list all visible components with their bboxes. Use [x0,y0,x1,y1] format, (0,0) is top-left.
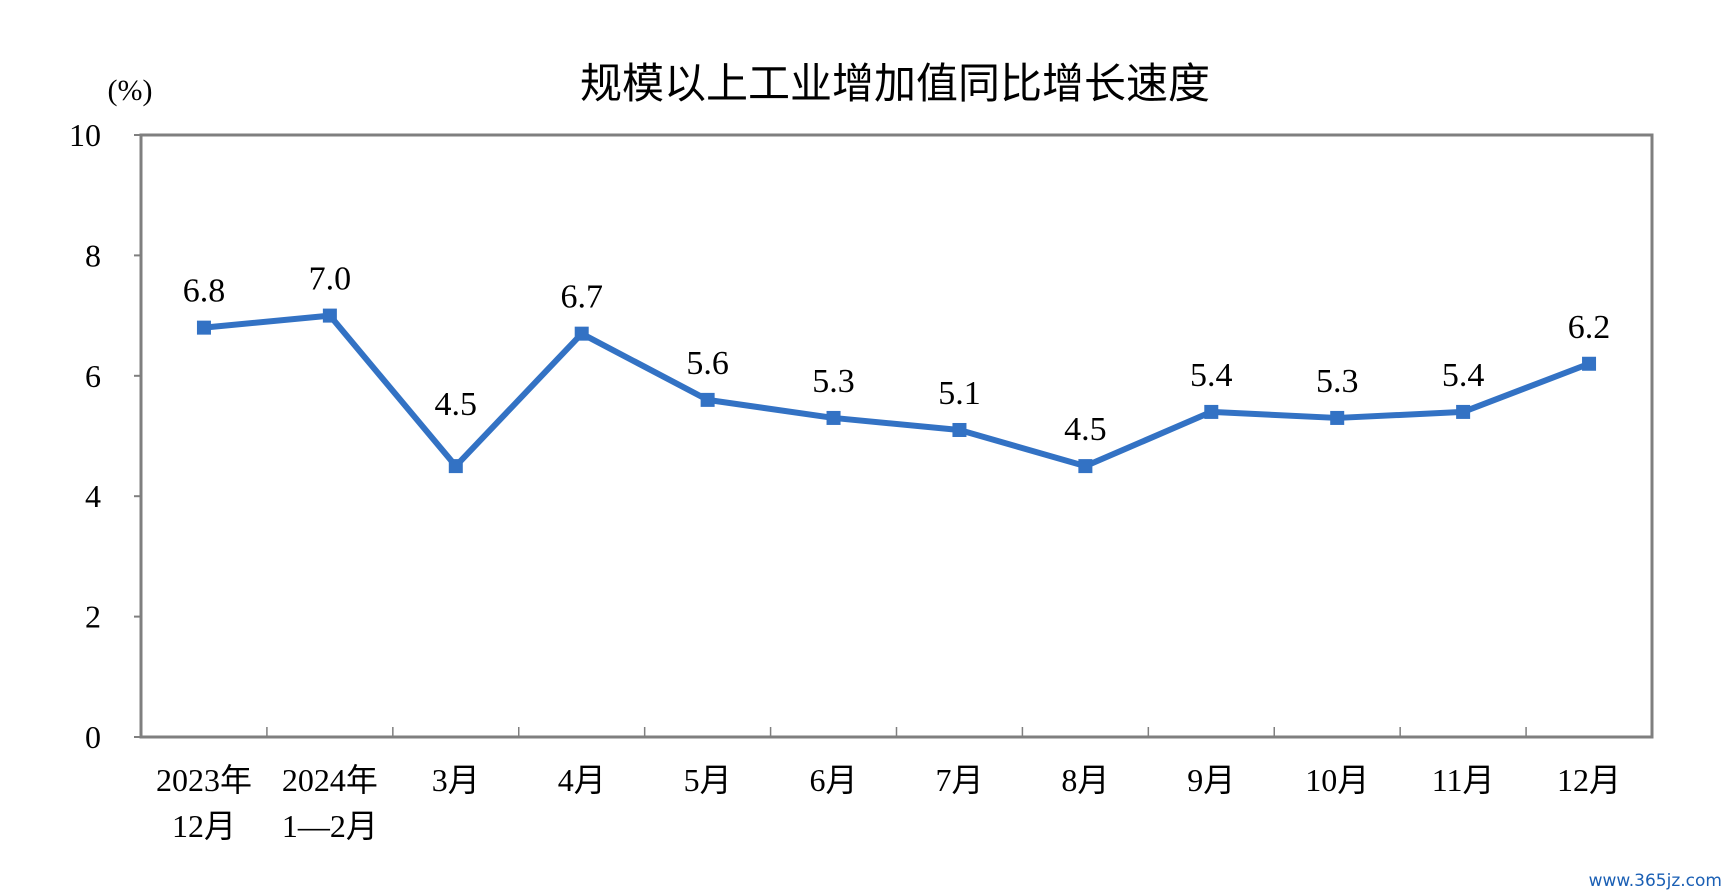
data-value-label: 6.8 [183,273,226,310]
y-tick-label: 2 [85,599,101,635]
data-value-label: 5.4 [1442,357,1485,394]
x-category-label: 1—2月 [282,808,378,844]
y-axis: 0 2 4 6 8 10 [69,117,141,755]
y-tick-label: 10 [69,117,101,153]
data-value-label: 6.7 [560,279,603,316]
data-value-label: 4.5 [435,386,478,423]
y-axis-unit: (%) [108,74,153,107]
x-category-label: 12月 [1557,762,1621,798]
data-point-marker [952,422,967,437]
data-point-marker [1078,459,1093,474]
data-value-label: 5.4 [1190,357,1233,394]
chart-title: 规模以上工业增加值同比增长速度 [580,59,1210,108]
data-point-marker [826,410,841,425]
data-value-label: 5.1 [938,375,981,412]
data-point-marker [1456,404,1471,419]
data-point-marker [1330,410,1345,425]
series-markers [196,308,1597,474]
data-value-label: 5.3 [812,363,855,400]
data-labels: 6.8 7.0 4.5 6.7 5.6 5.3 5.1 4.5 5.4 5.3 5.4 6.2 [183,261,1611,449]
data-value-label: 7.0 [309,261,352,298]
data-value-label: 5.6 [686,345,729,382]
data-point-marker [700,392,715,407]
x-category-label: 7月 [935,762,983,798]
data-value-label: 6.2 [1568,309,1611,346]
data-value-label: 5.3 [1316,363,1359,400]
x-category-label: 4月 [558,762,606,798]
watermark-text: www.365jz.com [1589,871,1722,891]
y-tick-label: 8 [85,237,101,273]
data-point-marker [448,459,463,474]
data-point-marker [1204,404,1219,419]
x-category-label: 8月 [1061,762,1109,798]
data-point-marker [1582,356,1597,371]
y-tick-label: 0 [85,719,101,755]
y-tick-label: 4 [85,478,101,514]
x-category-label: 3月 [432,762,480,798]
x-category-label: 2023年 [156,762,252,798]
x-category-label: 2024年 [282,762,378,798]
data-point-marker [574,326,589,341]
x-category-label: 11月 [1432,762,1495,798]
y-tick-label: 6 [85,358,101,394]
plot-area-frame [139,133,1654,739]
series-line [203,312,1591,470]
x-category-label: 9月 [1187,762,1235,798]
x-category-label: 6月 [810,762,858,798]
data-point-marker [196,320,211,335]
x-category-label: 12月 [172,808,236,844]
x-category-label: 10月 [1305,762,1369,798]
data-value-label: 4.5 [1064,411,1107,448]
x-category-label: 5月 [684,762,732,798]
x-axis: 2023年 12月 2024年 1—2月 3月 4月 5月 6月 7月 8月 9月 10月 11月 12月 [156,727,1621,844]
data-point-marker [322,308,337,323]
